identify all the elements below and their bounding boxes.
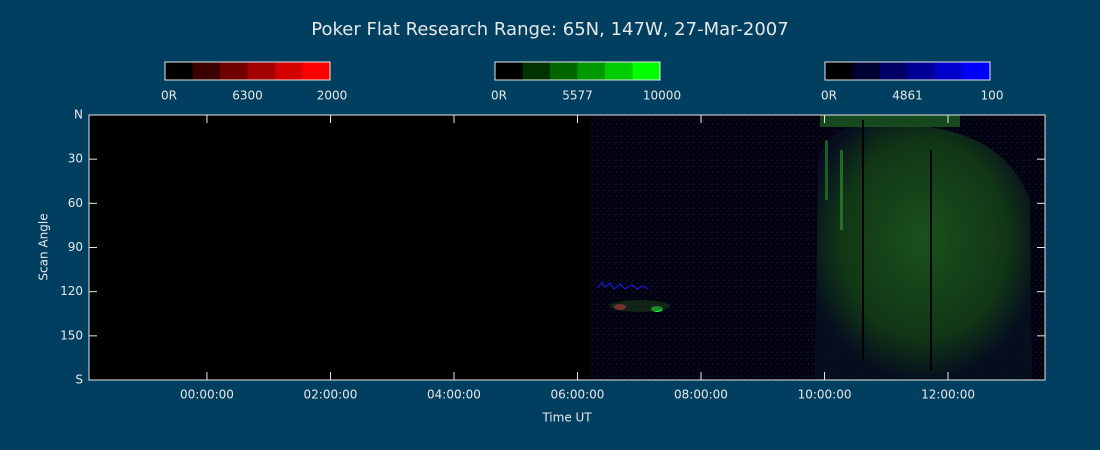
colorbar-segment	[220, 62, 248, 80]
x-tick-label: 04:00:00	[427, 388, 481, 402]
green-aurora-top	[820, 115, 960, 127]
green-streak	[825, 140, 828, 200]
green-haze	[610, 300, 670, 312]
x-tick-label: 00:00:00	[180, 388, 234, 402]
y-tick-label: N	[74, 108, 83, 122]
y-tick-label: 90	[68, 240, 83, 254]
colorbar-segment	[522, 62, 550, 80]
colorbar-segment	[577, 62, 605, 80]
colorbar-min-label: 0R	[491, 89, 507, 103]
colorbar-segment	[302, 62, 330, 80]
x-tick-label: 02:00:00	[304, 388, 358, 402]
colorbar-max-label: 10000	[643, 89, 681, 103]
colorbar-segment	[495, 62, 523, 80]
green-streak	[840, 150, 843, 230]
plot-area	[88, 114, 1046, 381]
colorbar-min-label: 0R	[821, 89, 837, 103]
y-tick-label: 150	[60, 328, 83, 342]
colorbar-name: 6300	[232, 89, 263, 103]
gap-line	[930, 150, 932, 370]
x-tick-label: 06:00:00	[551, 388, 605, 402]
colorbar-frame	[824, 61, 991, 81]
colorbar-segment	[852, 62, 880, 80]
y-tick-label: 120	[60, 284, 83, 298]
chart-title: Poker Flat Research Range: 65N, 147W, 27…	[311, 19, 788, 40]
colorbar-frame	[494, 61, 661, 81]
colorbar-segment	[192, 62, 220, 80]
colorbar-max-label: 2000	[317, 89, 348, 103]
colorbar-segment	[165, 62, 193, 80]
x-tick-label: 10:00:00	[798, 388, 852, 402]
y-tick-label: 60	[68, 196, 83, 210]
colorbar-segment	[935, 62, 963, 80]
y-tick-label: 30	[68, 152, 83, 166]
colorbar-segment	[907, 62, 935, 80]
colorbar-segment	[247, 62, 275, 80]
colorbar-min-label: 0R	[161, 89, 177, 103]
x-tick-label: 12:00:00	[921, 388, 975, 402]
colorbar-segment	[605, 62, 633, 80]
colorbar-name: 4861	[892, 89, 923, 103]
colorbar-frame	[164, 61, 331, 81]
colorbar-segment	[275, 62, 303, 80]
x-axis-label: Time UT	[541, 411, 592, 425]
colorbar-max-label: 100	[981, 89, 1004, 103]
colorbar-name: 5577	[562, 89, 593, 103]
x-tick-label: 08:00:00	[674, 388, 728, 402]
colorbar-segment	[825, 62, 853, 80]
colorbar-segment	[962, 62, 990, 80]
colorbar-segment	[632, 62, 660, 80]
y-tick-label: S	[75, 373, 83, 387]
colorbar-segment	[550, 62, 578, 80]
blue-patch	[597, 281, 649, 290]
green-aurora	[815, 124, 1032, 380]
colorbar-segment	[880, 62, 908, 80]
gap-line	[862, 120, 864, 360]
y-axis-label: Scan Angle	[37, 213, 51, 280]
